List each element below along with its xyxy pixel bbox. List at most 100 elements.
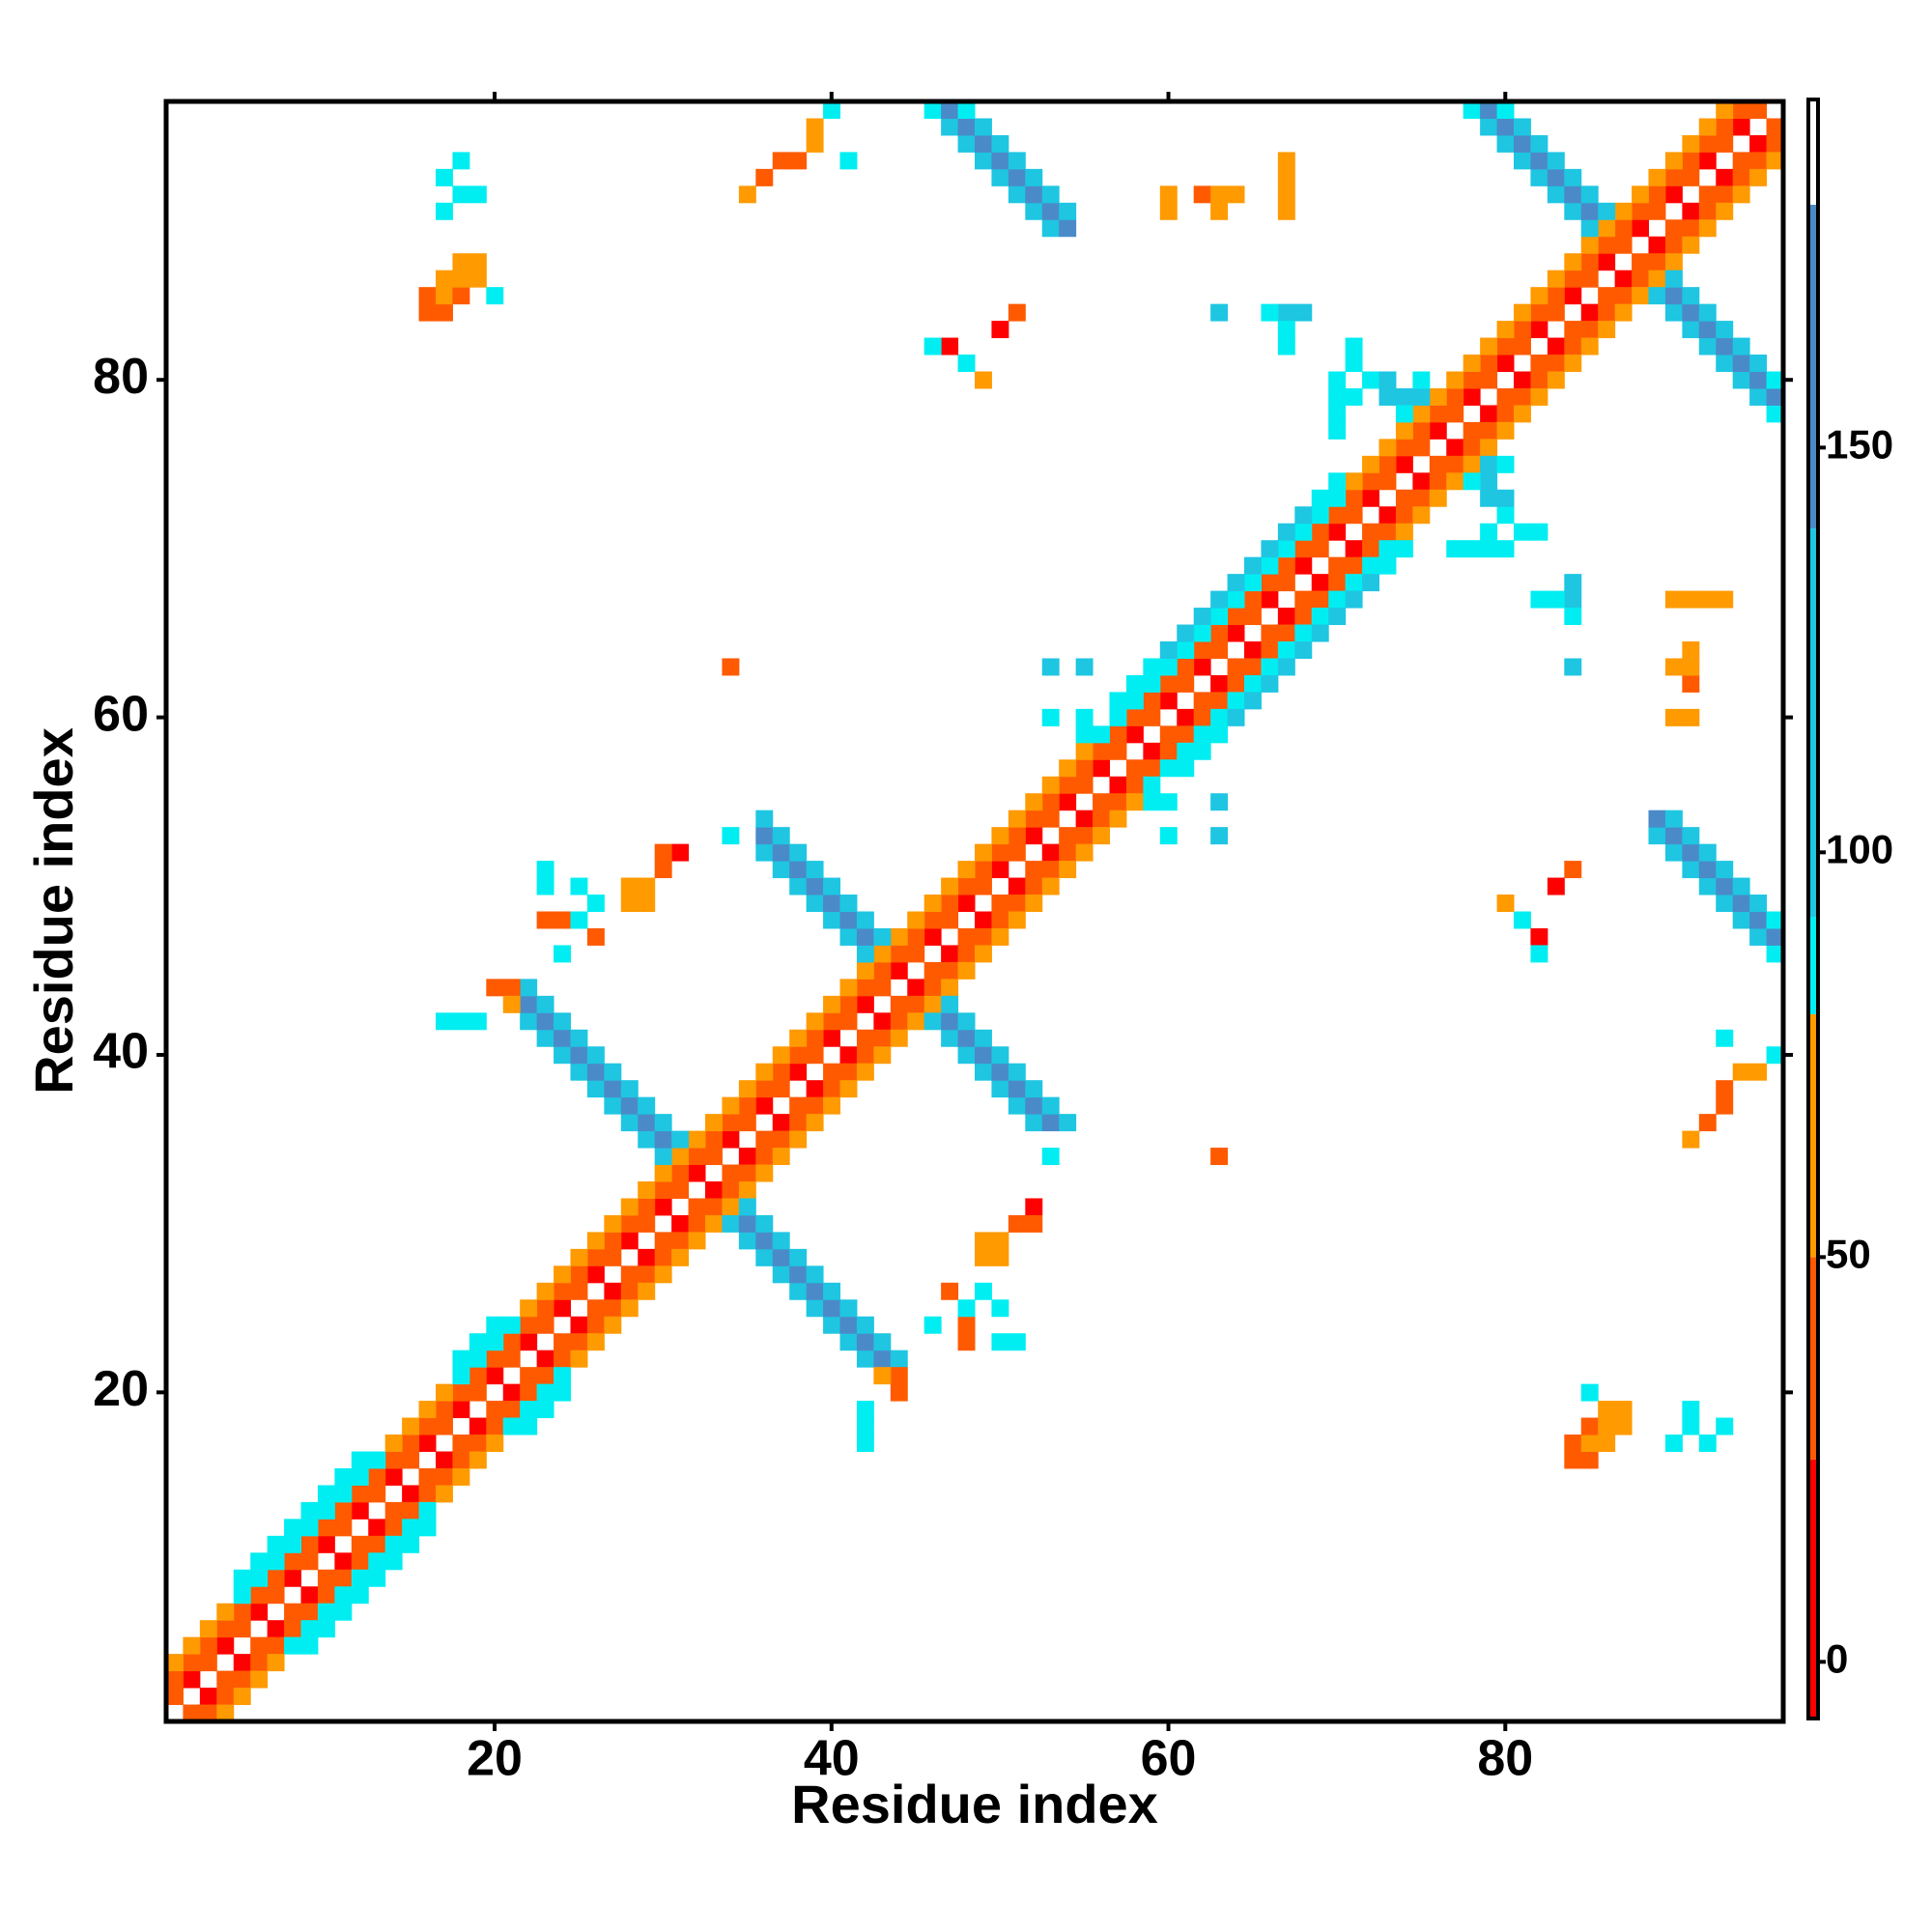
heatmap-cell — [806, 1299, 824, 1318]
heatmap-cell — [520, 1012, 538, 1031]
heatmap-cell — [1345, 489, 1363, 507]
heatmap-cell — [1429, 455, 1447, 473]
heatmap-cell — [1698, 303, 1717, 322]
heatmap-cell — [1480, 405, 1498, 423]
heatmap-cell — [1311, 608, 1329, 626]
heatmap-cell — [873, 1029, 892, 1047]
heatmap-cell — [1480, 118, 1498, 136]
heatmap-cell — [1227, 608, 1245, 626]
heatmap-cell — [1749, 168, 1768, 186]
heatmap-cell — [1530, 168, 1548, 186]
heatmap-cell — [1648, 185, 1666, 204]
heatmap-cell — [1530, 523, 1548, 541]
heatmap-cell — [1177, 725, 1195, 744]
heatmap-cell — [267, 1654, 285, 1672]
heatmap-cell — [1648, 270, 1666, 288]
heatmap-cell — [233, 1654, 251, 1672]
heatmap-cell — [907, 911, 925, 929]
heatmap-cell — [907, 979, 925, 997]
heatmap-cell — [452, 270, 470, 288]
heatmap-cell — [1580, 321, 1599, 339]
heatmap-cell — [1159, 202, 1178, 220]
heatmap-cell — [1580, 1451, 1599, 1469]
heatmap-cell — [436, 1485, 453, 1503]
heatmap-cell — [638, 1096, 656, 1115]
heatmap-cell — [1041, 708, 1060, 726]
heatmap-cell — [1480, 540, 1498, 558]
heatmap-cell — [1311, 540, 1329, 558]
heatmap-cell — [1378, 556, 1397, 575]
heatmap-cell — [1143, 674, 1161, 693]
heatmap-cell — [1159, 759, 1178, 778]
heatmap-cell — [1429, 472, 1447, 491]
heatmap-cell — [586, 1316, 605, 1334]
heatmap-cell — [957, 1029, 976, 1047]
heatmap-cell — [300, 1586, 319, 1605]
heatmap-cell — [654, 1130, 672, 1149]
heatmap-cell — [1041, 1096, 1060, 1115]
heatmap-cell — [957, 1333, 976, 1351]
heatmap-cell — [1311, 624, 1329, 642]
heatmap-cell — [250, 1670, 269, 1689]
heatmap-cell — [1261, 641, 1279, 659]
heatmap-cell — [1463, 387, 1481, 406]
heatmap-cell — [1496, 118, 1515, 136]
heatmap-cell — [452, 287, 470, 305]
heatmap-cell — [1564, 287, 1582, 305]
heatmap-cell — [738, 1080, 756, 1098]
heatmap-cell — [772, 1046, 790, 1065]
heatmap-cell — [688, 1148, 706, 1166]
heatmap-cell — [1664, 287, 1683, 305]
heatmap-cell — [772, 827, 790, 845]
heatmap-cell — [755, 1080, 774, 1098]
heatmap-cell — [1075, 742, 1094, 760]
heatmap-cell — [300, 1603, 319, 1621]
heatmap-cell — [1766, 1046, 1784, 1065]
heatmap-cell — [620, 895, 639, 912]
heatmap-cell — [941, 1012, 959, 1031]
heatmap-cell — [738, 1181, 756, 1199]
heatmap-cell — [570, 1333, 588, 1351]
heatmap-cell — [755, 1130, 774, 1149]
heatmap-cell — [1682, 219, 1700, 238]
heatmap-cell — [1008, 152, 1026, 170]
heatmap-cell — [638, 1130, 656, 1149]
heatmap-cell — [1698, 1435, 1717, 1452]
heatmap-cell — [1345, 506, 1363, 525]
heatmap-cell — [1648, 253, 1666, 271]
heatmap-cell — [1025, 1114, 1043, 1132]
heatmap-cell — [1530, 927, 1548, 946]
heatmap-cell — [267, 1569, 285, 1587]
heatmap-cell — [570, 1046, 588, 1065]
heatmap-cell — [1446, 387, 1464, 406]
heatmap-cell — [839, 995, 858, 1013]
heatmap-cell — [890, 945, 908, 963]
heatmap-cell — [554, 1029, 571, 1047]
heatmap-cell — [1564, 168, 1582, 186]
heatmap-cell — [907, 995, 925, 1013]
heatmap-cell — [554, 945, 571, 963]
heatmap-cell — [1732, 337, 1750, 355]
heatmap-cell — [1412, 421, 1431, 440]
heatmap-cell — [1311, 574, 1329, 592]
heatmap-cell — [991, 843, 1009, 862]
heatmap-cell — [554, 1012, 571, 1031]
heatmap-cell — [486, 1367, 504, 1385]
heatmap-cell — [1698, 321, 1717, 339]
heatmap-cell — [1732, 101, 1750, 119]
heatmap-cell — [1395, 455, 1413, 473]
heatmap-cell — [1075, 658, 1094, 676]
heatmap-cell — [638, 1265, 656, 1284]
heatmap-cell — [1716, 185, 1734, 204]
heatmap-cell — [1041, 658, 1060, 676]
heatmap-cell — [1732, 185, 1750, 204]
heatmap-cell — [586, 1299, 605, 1318]
colorbar-segment — [1808, 1013, 1818, 1258]
heatmap-cell — [1328, 421, 1347, 440]
heatmap-cell — [402, 1519, 420, 1537]
heatmap-cell — [1277, 574, 1295, 592]
heatmap-cell — [856, 979, 874, 997]
heatmap-cell — [856, 1063, 874, 1081]
heatmap-cell — [1328, 387, 1347, 406]
heatmap-cell — [1530, 321, 1548, 339]
